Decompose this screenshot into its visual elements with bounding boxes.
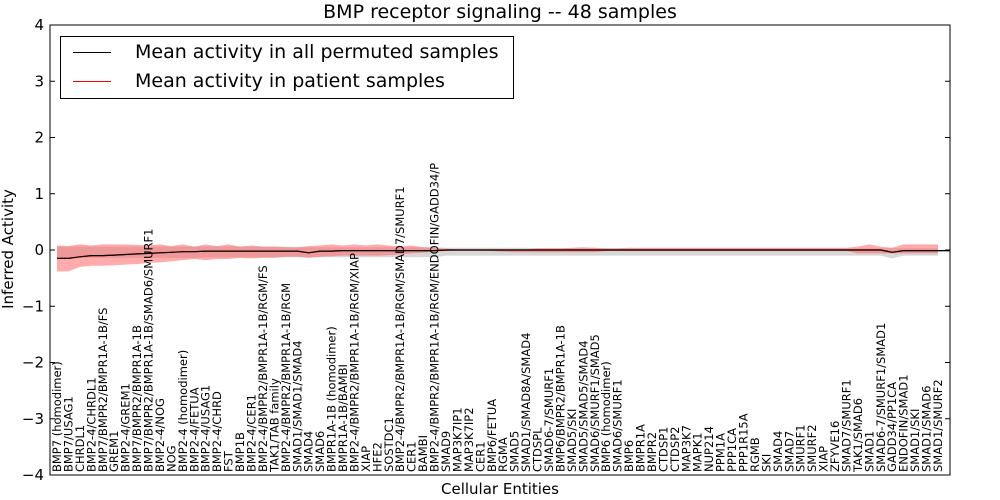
x-tick-label: BAMBI (416, 435, 430, 472)
x-tick-label: SMAD4 (771, 431, 785, 472)
x-tick-label: BMP1B (233, 432, 247, 472)
x-tick-label: SMAD5/SMAD5/SMAD4 (576, 340, 590, 472)
x-tick-label: ENDOFIN/SMAD1 (897, 374, 911, 472)
x-tick-label: BMP2-4/CER1 (245, 394, 259, 472)
x-tick-label: BMP2-4/CHRDL1 (84, 377, 98, 472)
x-tick-label: BMP2-4/CHRD (210, 391, 224, 472)
x-tick-label: TAK1/TAB family (267, 378, 281, 473)
legend-label-permuted: Mean activity in all permuted samples (135, 41, 499, 63)
x-tick-label: MAP3K7IP1 (450, 407, 464, 472)
x-tick-label: SMAD1/SMURF2 (931, 379, 945, 472)
x-tick-label: SMAD5/SKI (565, 409, 579, 472)
x-tick-label: BMP2-4/BMPR2/BMPR1A-1B/RGM/SMAD7/SMURF1 (393, 186, 407, 472)
x-tick-label: BMP7/BMPR2/BMPR1A-1B (130, 325, 144, 472)
x-tick-label: TAK1/SMAD6 (851, 398, 865, 473)
y-tick-label: −4 (22, 466, 44, 484)
legend: Mean activity in all permuted samples Me… (60, 36, 514, 99)
y-tick-label: 1 (34, 185, 44, 203)
x-tick-label: GADD34/PP1CA (885, 382, 899, 472)
x-tick-label: SMAD7 (782, 431, 796, 472)
x-tick-label: SMAD1/SKI (908, 409, 922, 472)
x-tick-label: SMURF1 (794, 424, 808, 472)
x-tick-label: SMAD6/SMURF1 (611, 379, 625, 472)
x-tick-label: BMP2-4/FETUA (187, 387, 201, 472)
x-tick-label: BMP2-4/NOG (153, 398, 167, 472)
x-tick-label: CTDSPL (531, 427, 545, 472)
x-tick-label: SMAD6-7/SMURF1 (542, 368, 556, 472)
series-line-permuted (57, 249, 950, 259)
x-tick-label: PPP1CA (725, 428, 739, 472)
x-tick-label: SMAD7/SMURF1 (839, 379, 853, 472)
x-tick-label: SOSTDC1 (382, 417, 396, 472)
x-tick-label: SMAD9 (439, 431, 453, 472)
x-tick-label: SKI (759, 454, 773, 472)
x-axis-label: Cellular Entities (441, 480, 559, 498)
x-tick-label: NUP214 (702, 426, 716, 472)
x-tick-label: GREM1 (107, 431, 121, 472)
x-tick-label: SMAD4 (302, 431, 316, 472)
x-tick-label: BMPR2 (645, 432, 659, 472)
x-tick-label: FST (222, 450, 236, 472)
x-tick-label: SMAD6-7/SMURF1/SMAD1 (874, 323, 888, 472)
x-tick-label: XIAP (817, 446, 831, 472)
x-tick-label: SMAD6 (313, 431, 327, 472)
x-tick-label: SMAD1/SMAD1/SMAD4 (290, 340, 304, 472)
x-tick-label: BMP2-4/GREM1 (119, 383, 133, 472)
x-tick-label: RGMA (496, 437, 510, 472)
x-tick-label: BMP6/BMPR2/BMPR1A-1B (553, 325, 567, 472)
y-tick-label: −2 (22, 354, 44, 372)
y-tick-label: −1 (22, 297, 44, 315)
y-tick-label: 0 (34, 241, 44, 259)
x-tick-label: BMP7/BMPR2/BMPR1A-1B/SMAD6/SMURF1 (142, 229, 156, 472)
x-tick-label: SMAD1/SMAD6 (920, 386, 934, 472)
y-tick-label: 2 (34, 129, 44, 147)
x-tick-label: BMP6 (622, 440, 636, 472)
x-tick-label: MAP3K7IP2 (462, 407, 476, 472)
x-tick-label: ZFYVE16 (828, 421, 842, 472)
x-tick-label: XIAP (359, 446, 373, 472)
chart-title: BMP receptor signaling -- 48 samples (323, 1, 677, 23)
x-tick-label: BMP2-4/BMPR2/BMPR1A-1B/RGM/FS (256, 265, 270, 472)
x-tick-label: BMPR1A (634, 424, 648, 472)
y-tick-label: −3 (22, 410, 44, 428)
x-tick-label: MAPK1 (691, 432, 705, 472)
x-tick-label: CTDSP2 (668, 427, 682, 472)
x-tick-label: BMP2-4 (homodimer) (176, 350, 190, 472)
x-tick-label: CER1 (473, 441, 487, 472)
x-tick-label: SMURF2 (805, 424, 819, 472)
legend-swatch-patient (73, 80, 111, 82)
x-tick-label: NOG (164, 445, 178, 472)
x-tick-label: BMP2-4/BMPR2/BMPR1A-1B/RGM/ENDOFIN/GADD3… (428, 163, 442, 472)
x-tick-label: BMP6/FETUA (485, 399, 499, 472)
x-tick-label: PPP1R15A (736, 413, 750, 472)
y-tick-label: 3 (34, 72, 44, 90)
x-tick-label: BMP2-4/BMPR2/BMPR1A-1B/RGM (279, 283, 293, 472)
x-tick-label: BMP2-4/BMPR2/BMPR1A-1B/RGM/XIAP (347, 253, 361, 472)
x-tick-label: BMP7 (homodimer) (50, 361, 64, 472)
x-tick-label: SMAD5 (508, 431, 522, 472)
y-axis-label: Inferred Activity (0, 189, 17, 309)
x-tick-label: PPM1A (714, 433, 728, 472)
x-tick-label: SMAD1/SMAD8A/SMAD4 (519, 333, 533, 472)
x-tick-label: BMP2-4/USAG1 (199, 385, 213, 472)
x-tick-label: BMP6 (homodimer) (599, 361, 613, 472)
x-tick-label: SMAD1 (862, 431, 876, 472)
x-tick-label: BMP7/USAG1 (61, 396, 75, 472)
x-tick-label: CHRDL1 (73, 425, 87, 472)
x-tick-label: BMP7/BMPR2/BMPR1A-1B/FS (96, 308, 110, 472)
x-tick-label: MAP3K7 (679, 425, 693, 472)
x-tick-label: SMAD6/SMURF1/SMAD5 (588, 334, 602, 472)
legend-item-permuted: Mean activity in all permuted samples (73, 40, 498, 64)
x-tick-label: RGMB (748, 437, 762, 472)
x-tick-label: CTDSP1 (656, 427, 670, 472)
x-tick-label: BMPR1A-1B (homodimer) (325, 326, 339, 472)
x-tick-label: HFE2 (370, 442, 384, 472)
x-tick-label: CER1 (405, 441, 419, 472)
legend-item-patient: Mean activity in patient samples (73, 69, 445, 93)
legend-swatch-permuted (73, 51, 111, 53)
y-tick-label: 4 (34, 16, 44, 34)
legend-label-patient: Mean activity in patient samples (135, 70, 445, 92)
x-tick-label: BMPR1A-1B/BAMBI (336, 364, 350, 472)
